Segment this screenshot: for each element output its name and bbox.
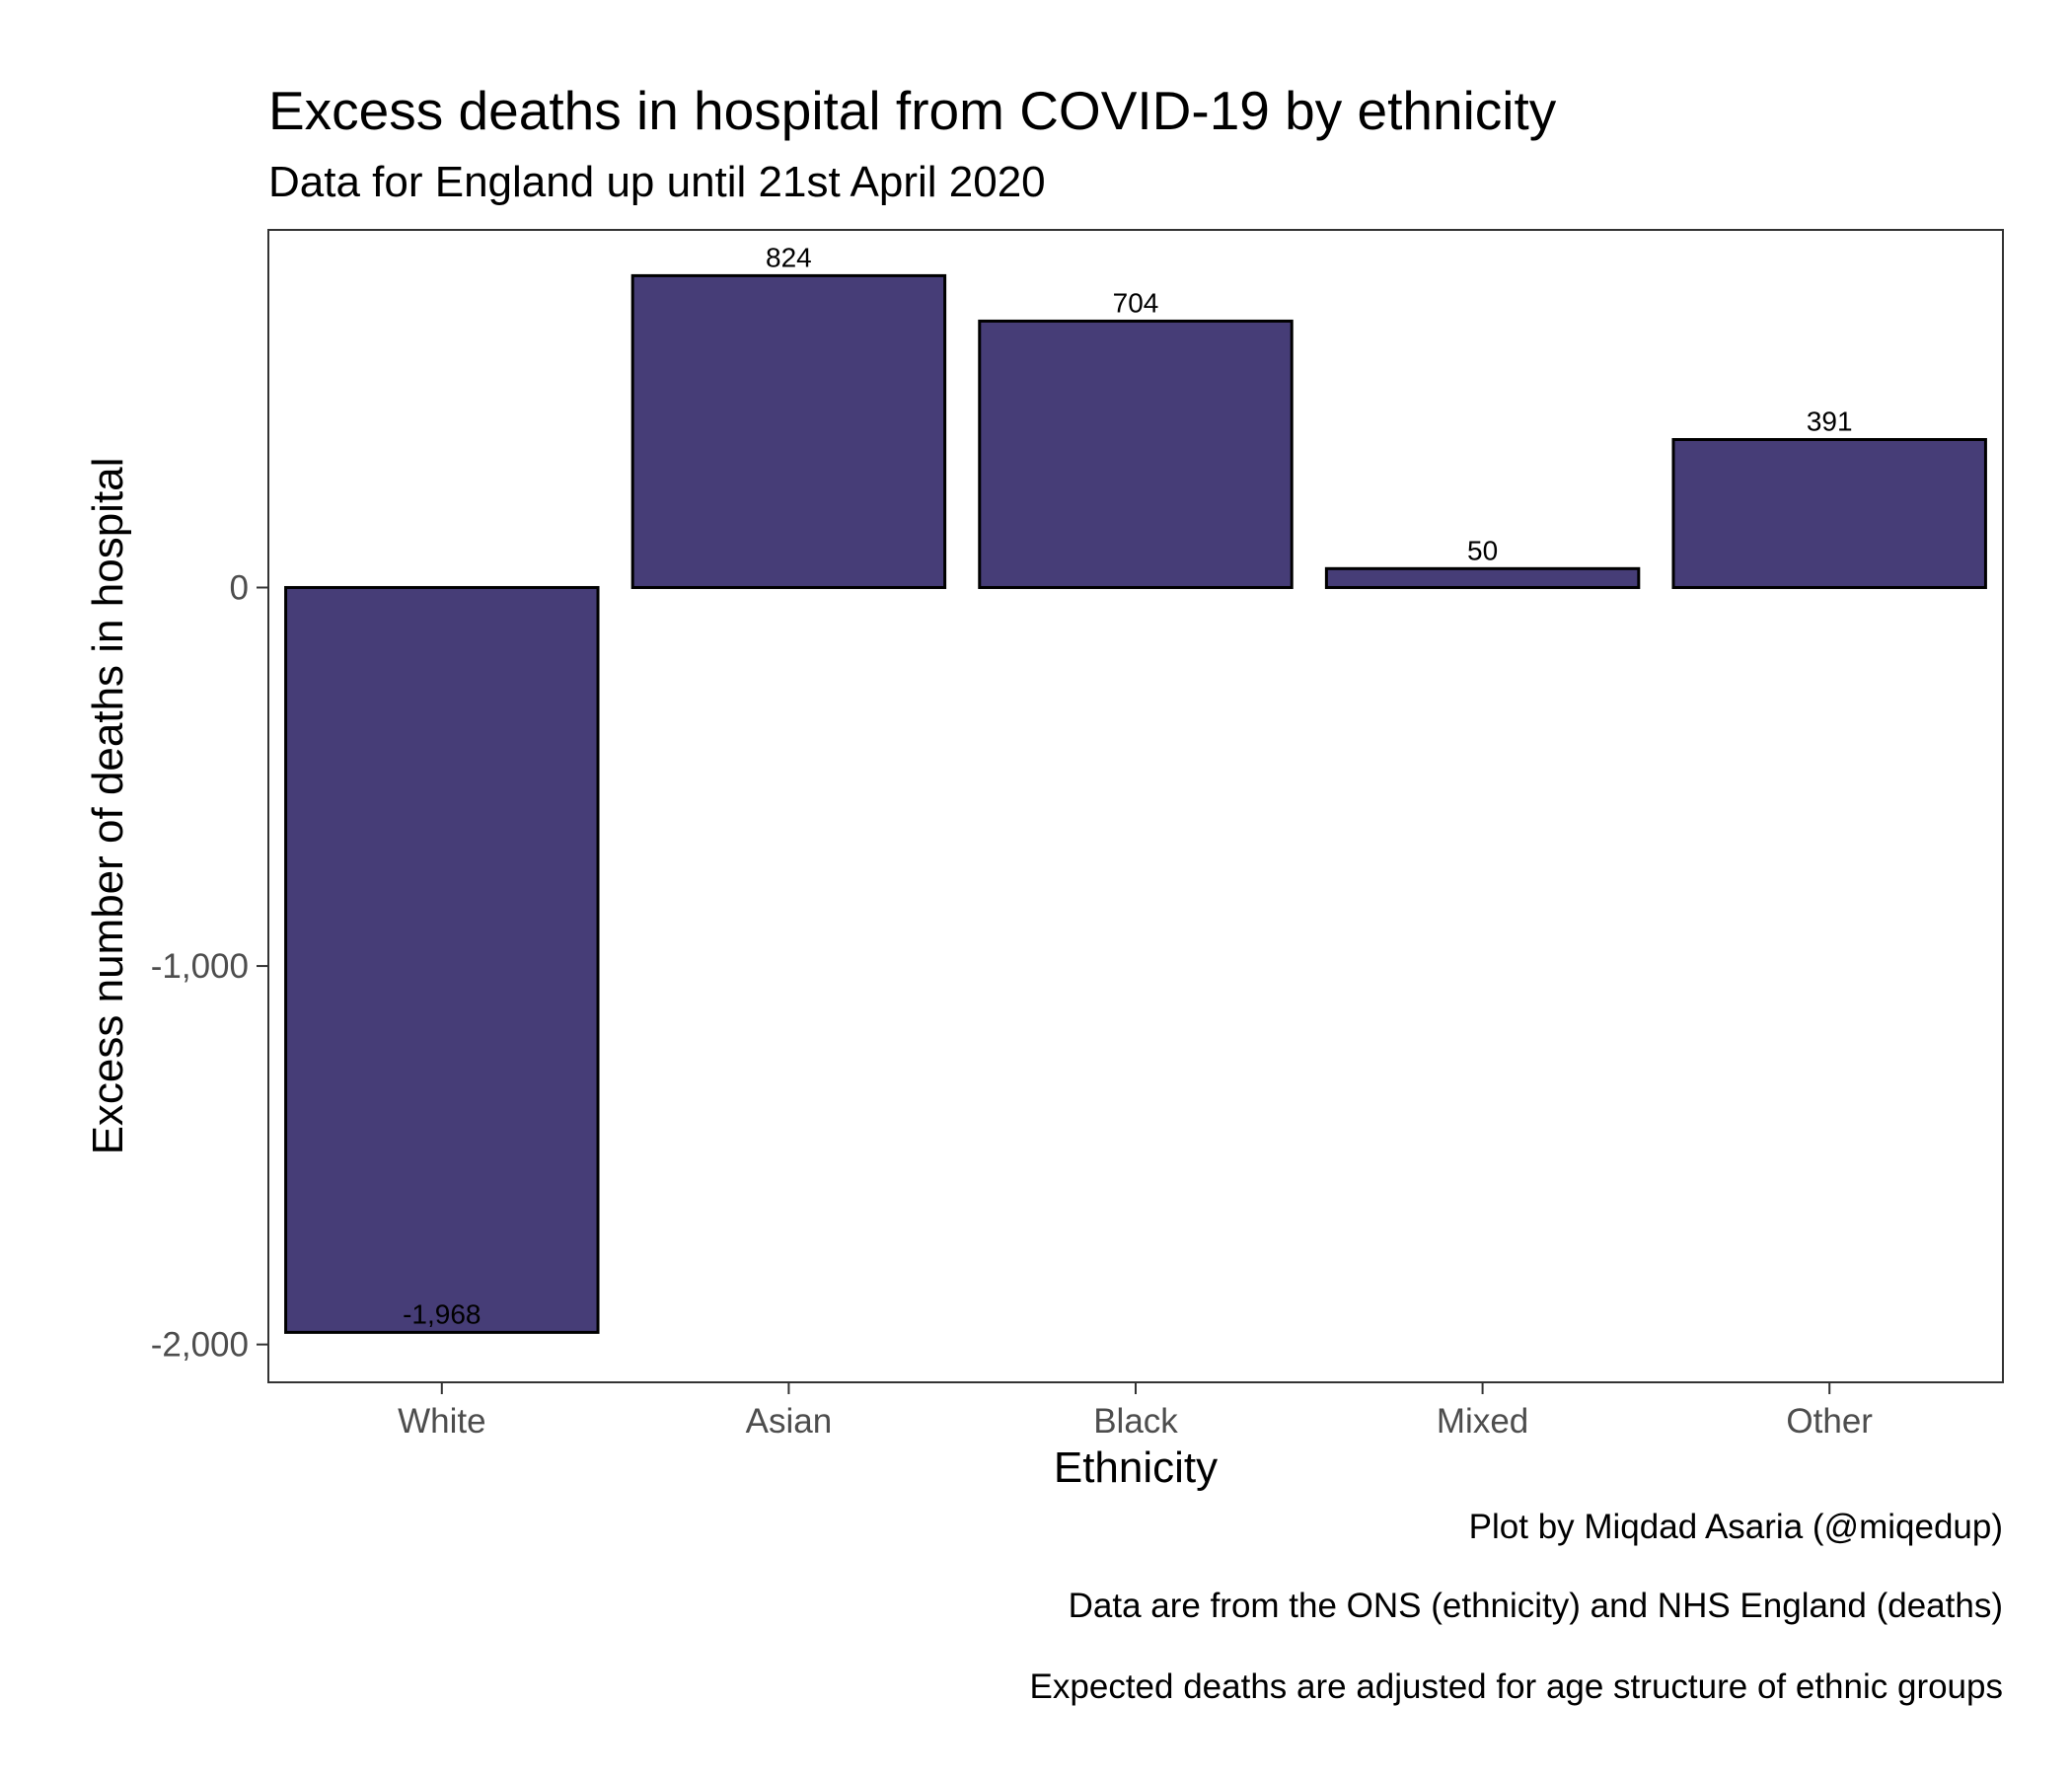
bar-asian xyxy=(630,273,947,589)
x-axis-title: Ethnicity xyxy=(1054,1443,1218,1492)
x-axis: White Asian Black Mixed Other xyxy=(398,1382,1873,1441)
y-tick-label: -2,000 xyxy=(151,1326,249,1365)
chart-title: Excess deaths in hospital from COVID-19 … xyxy=(268,80,1557,141)
value-label-asian: 824 xyxy=(766,242,812,272)
bar-white xyxy=(284,585,600,1334)
value-label-black: 704 xyxy=(1113,287,1159,318)
x-tick-label-asian: Asian xyxy=(746,1402,833,1441)
bar-mixed xyxy=(1324,566,1641,589)
value-label-other: 391 xyxy=(1807,407,1853,437)
y-tick-label: -1,000 xyxy=(151,947,249,986)
x-tick-label-mixed: Mixed xyxy=(1437,1402,1528,1441)
y-axis-title: Excess number of deaths in hospital xyxy=(84,458,132,1155)
bar-black xyxy=(978,319,1294,589)
bars-layer xyxy=(284,273,1987,1334)
value-label-white: -1,968 xyxy=(403,1298,481,1329)
value-labels-layer: -1,968 824 704 50 391 xyxy=(403,242,1852,1329)
caption-plot-credit: Plot by Miqdad Asaria (@miqedup) xyxy=(1468,1508,2003,1546)
x-tick-label-other: Other xyxy=(1786,1402,1873,1441)
caption-adjustment-note: Expected deaths are adjusted for age str… xyxy=(1029,1667,2003,1706)
y-tick-label: 0 xyxy=(230,568,249,607)
caption-data-source: Data are from the ONS (ethnicity) and NH… xyxy=(1068,1587,2003,1625)
x-tick-label-black: Black xyxy=(1093,1402,1178,1441)
chart-subtitle: Data for England up until 21st April 202… xyxy=(268,158,1046,206)
x-tick-label-white: White xyxy=(398,1402,485,1441)
y-axis: 0 -1,000 -2,000 xyxy=(151,568,268,1365)
value-label-mixed: 50 xyxy=(1467,535,1498,565)
bar-other xyxy=(1671,438,1987,589)
